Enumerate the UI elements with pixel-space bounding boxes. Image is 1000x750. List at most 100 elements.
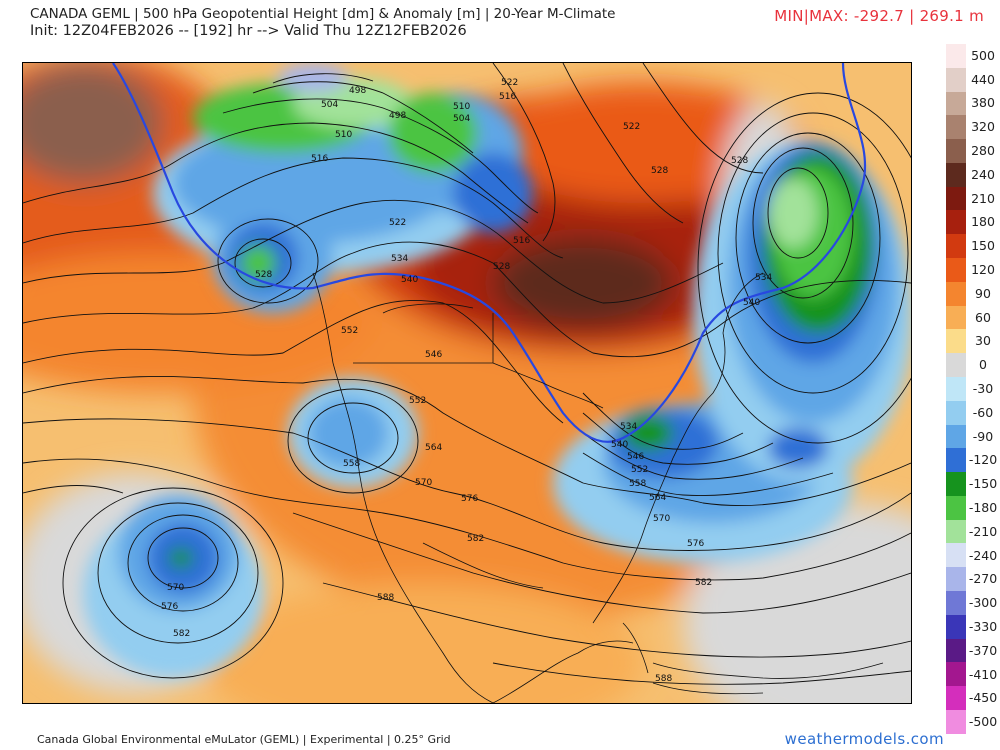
colorbar-swatch	[946, 638, 966, 663]
contour-label: 528	[651, 166, 668, 176]
min-max-readout: MIN|MAX: -292.7 | 269.1 m	[774, 7, 984, 25]
contour-label: 564	[425, 443, 442, 453]
colorbar-swatch	[946, 329, 966, 354]
colorbar-label: -370	[968, 642, 998, 658]
colorbar-swatch	[946, 400, 966, 425]
contour-label: 582	[173, 629, 190, 639]
contour-label: 582	[467, 534, 484, 544]
colorbar-swatch	[946, 376, 966, 401]
contour-label: 552	[409, 396, 426, 406]
contour-label: 534	[755, 273, 772, 283]
colorbar-label: -90	[972, 428, 994, 444]
colorbar-label: 120	[971, 262, 995, 278]
colorbar-label: -120	[968, 452, 998, 468]
colorbar-label: -500	[968, 714, 998, 730]
colorbar-label: -60	[972, 404, 994, 420]
colorbar-label: -210	[968, 523, 998, 539]
colorbar-label: 280	[971, 143, 995, 159]
colorbar-label: -300	[968, 595, 998, 611]
height-contours	[23, 63, 911, 685]
contour-label: 570	[653, 514, 670, 524]
contour-label: 570	[167, 583, 184, 593]
contour-label: 576	[461, 494, 478, 504]
contour-label: 570	[415, 478, 432, 488]
colorbar-swatch	[946, 234, 966, 259]
contour-label: 528	[493, 262, 510, 272]
colorbar-swatch	[946, 590, 966, 615]
colorbar-label: 150	[971, 238, 995, 254]
colorbar-swatch	[946, 709, 966, 734]
contour-label: 528	[731, 156, 748, 166]
coastlines	[312, 272, 884, 703]
contour-label: 522	[389, 218, 406, 228]
colorbar-label: 60	[975, 309, 991, 325]
contour-label: 528	[255, 270, 272, 280]
contour-label: 534	[391, 254, 408, 264]
colorbar-label: -330	[968, 618, 998, 634]
colorbar-label: -270	[968, 571, 998, 587]
brand-link[interactable]: weathermodels.com	[784, 730, 944, 748]
colorbar-swatch	[946, 281, 966, 306]
colorbar-swatch	[946, 91, 966, 116]
colorbar-swatch	[946, 614, 966, 639]
colorbar-swatch	[946, 448, 966, 473]
contour-label: 510	[453, 102, 470, 112]
colorbar-swatch	[946, 567, 966, 591]
contour-label: 588	[655, 674, 672, 684]
contour-label: 540	[401, 275, 418, 285]
contour-label: 546	[425, 350, 442, 360]
colorbar-label: -180	[968, 499, 998, 515]
colorbar-label: -150	[968, 476, 998, 492]
contour-label: 552	[631, 465, 648, 475]
colorbar-label: 440	[971, 71, 995, 87]
colorbar-label: 240	[971, 166, 995, 182]
colorbar-label: -240	[968, 547, 998, 563]
colorbar-swatch	[946, 519, 966, 544]
colorbar-label: 0	[979, 357, 987, 373]
colorbar-label: -30	[972, 381, 994, 396]
colorbar-swatch	[946, 210, 966, 235]
colorbar-swatch	[946, 67, 966, 92]
colorbar-swatch	[946, 115, 966, 140]
contour-label: 504	[321, 100, 338, 110]
540-contour	[112, 63, 867, 443]
colorbar-labels: 500 440 380 320 280 240 210 180 150 120 90 60 30 0 -30…	[968, 44, 1000, 734]
colorbar-swatch	[946, 186, 966, 211]
colorbar-label: -410	[968, 666, 998, 682]
contour-label: 576	[161, 602, 178, 612]
contour-label: 546	[627, 452, 644, 462]
contour-label: 558	[343, 459, 360, 469]
contour-label: 540	[611, 440, 628, 450]
anomaly-map[interactable]: 498 504 498 510 504 510 516 516 522 522 …	[22, 62, 912, 704]
colorbar-label: 180	[971, 214, 995, 230]
colorbar-label: 90	[975, 285, 991, 301]
model-footer: Canada Global Environmental eMuLator (GE…	[37, 733, 451, 746]
contour-label: 498	[389, 111, 406, 121]
colorbar-swatch	[946, 662, 966, 687]
contour-label: 588	[377, 593, 394, 603]
contour-label: 522	[623, 122, 640, 132]
contour-label: 498	[349, 86, 366, 96]
contour-label: 582	[695, 578, 712, 588]
contour-label: 552	[341, 326, 358, 336]
contour-label: 558	[629, 479, 646, 489]
contour-label: 516	[513, 236, 530, 246]
contour-label: 510	[335, 130, 352, 140]
colorbar-label: 320	[971, 119, 995, 135]
colorbar-label: -450	[968, 690, 998, 706]
contour-label: 576	[687, 539, 704, 549]
colorbar-swatch	[946, 495, 966, 520]
colorbar-swatch	[946, 353, 966, 377]
colorbar-swatch	[946, 44, 966, 68]
colorbar-label: 380	[971, 95, 995, 111]
colorbar-label: 500	[971, 47, 995, 63]
contour-label: 516	[499, 92, 516, 102]
colorbar-swatch	[946, 686, 966, 710]
contour-label: 564	[649, 493, 666, 503]
contour-labels: 498 504 498 510 504 510 516 516 522 522 …	[161, 78, 772, 684]
anomaly-shading	[23, 63, 911, 703]
map-canvas: 498 504 498 510 504 510 516 516 522 522 …	[23, 63, 911, 703]
contour-label: 534	[620, 422, 637, 432]
contour-label: 504	[453, 114, 470, 124]
colorbar-label: 210	[971, 190, 995, 206]
